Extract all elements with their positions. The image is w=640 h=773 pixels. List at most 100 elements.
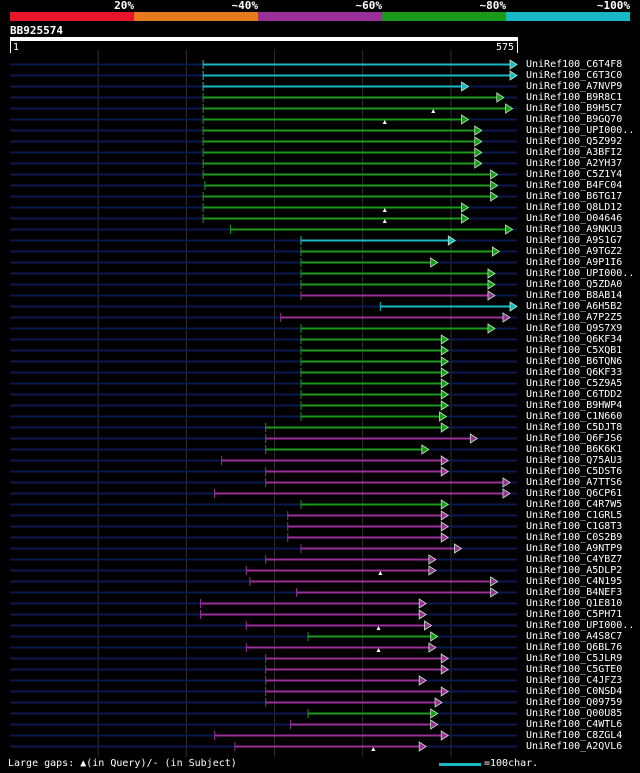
hit-label[interactable]: UniRef100_B4FC04 (526, 180, 623, 191)
hit-label[interactable]: UniRef100_C4N195 (526, 576, 623, 587)
hit-label[interactable]: UniRef100_A2QVL6 (526, 741, 623, 752)
hit-arrowhead (490, 191, 499, 202)
hit-label[interactable]: UniRef100_Q09759 (526, 697, 623, 708)
hit-label[interactable]: UniRef100_Q6KF33 (526, 367, 623, 378)
hit-label[interactable]: UniRef100_C6T4F8 (526, 59, 623, 70)
hit-label[interactable]: UniRef100_C5DJT8 (526, 422, 623, 433)
hit-label[interactable]: UniRef100_B6TG17 (526, 191, 623, 202)
query-gap-marker (376, 648, 381, 652)
hit-arrowhead (440, 664, 449, 675)
hit-arrowhead (461, 213, 470, 224)
hit-arrowhead (430, 257, 439, 268)
hit-label[interactable]: UniRef100_Q8LD12 (526, 202, 623, 213)
hit-arrowhead (505, 103, 514, 114)
hit-label[interactable]: UniRef100_B6TQN6 (526, 356, 623, 367)
ruler-end-tick (517, 41, 518, 53)
hit-arrowhead (428, 554, 437, 565)
hit-arrowhead (490, 576, 499, 587)
hit-label[interactable]: UniRef100_C4YBZ7 (526, 554, 623, 565)
hit-label[interactable]: UniRef100_C4R7W5 (526, 499, 623, 510)
hit-arrowhead (461, 114, 470, 125)
query-gap-marker (371, 747, 376, 751)
hit-label[interactable]: UniRef100_C5JLR9 (526, 653, 623, 664)
hit-label[interactable]: UniRef100_O04646 (526, 213, 623, 224)
hit-label[interactable]: UniRef100_A5DLP2 (526, 565, 623, 576)
hit-arrowhead (424, 620, 433, 631)
hit-label[interactable]: UniRef100_B4NEF3 (526, 587, 623, 598)
hit-label[interactable]: UniRef100_UPI000.. (526, 268, 635, 279)
hit-label[interactable]: UniRef100_B9GQ70 (526, 114, 623, 125)
hit-label[interactable]: UniRef100_B9HWP4 (526, 400, 623, 411)
hit-label[interactable]: UniRef100_C5DST6 (526, 466, 623, 477)
hit-label[interactable]: UniRef100_C5GTE0 (526, 664, 623, 675)
hit-label[interactable]: UniRef100_Q6BL76 (526, 642, 623, 653)
hit-label[interactable]: UniRef100_Q6CP61 (526, 488, 623, 499)
hit-label[interactable]: UniRef100_Q75AU3 (526, 455, 623, 466)
hit-label[interactable]: UniRef100_A4S8C7 (526, 631, 623, 642)
hit-arrowhead (440, 356, 449, 367)
hit-label[interactable]: UniRef100_A7P2Z5 (526, 312, 623, 323)
hit-label[interactable]: UniRef100_Q1E810 (526, 598, 623, 609)
hit-arrowhead (428, 642, 437, 653)
hit-arrowhead (430, 719, 439, 730)
hit-arrowhead (440, 422, 449, 433)
hit-label[interactable]: UniRef100_A7TTS6 (526, 477, 623, 488)
ruler-start-tick (10, 41, 11, 53)
hit-label[interactable]: UniRef100_C5Z1Y4 (526, 169, 623, 180)
hit-label[interactable]: UniRef100_C6TDD2 (526, 389, 623, 400)
legend-segment (258, 12, 382, 21)
hit-label[interactable]: UniRef100_C4JFZ3 (526, 675, 623, 686)
hit-label[interactable]: UniRef100_Q6KF34 (526, 334, 623, 345)
hit-label[interactable]: UniRef100_C5PH71 (526, 609, 623, 620)
ruler-end-label: 575 (496, 42, 515, 53)
hit-label[interactable]: UniRef100_A9NTP9 (526, 543, 623, 554)
hit-arrowhead (430, 631, 439, 642)
hit-label[interactable]: UniRef100_C6T3C0 (526, 70, 623, 81)
hit-label[interactable]: UniRef100_C0NSD4 (526, 686, 623, 697)
hit-label[interactable]: UniRef100_C8ZGL4 (526, 730, 623, 741)
hit-arrowhead (474, 147, 483, 158)
hit-label[interactable]: UniRef100_Q9S7X9 (526, 323, 623, 334)
hit-label[interactable]: UniRef100_B9R8C1 (526, 92, 623, 103)
hit-label[interactable]: UniRef100_C1G8T3 (526, 521, 623, 532)
hit-arrowhead (440, 510, 449, 521)
hit-label[interactable]: UniRef100_Q5Z992 (526, 136, 623, 147)
hit-label[interactable]: UniRef100_Q6FJS6 (526, 433, 623, 444)
hit-label[interactable]: UniRef100_A9S1G7 (526, 235, 623, 246)
hit-label[interactable]: UniRef100_C5Z9A5 (526, 378, 623, 389)
hit-label[interactable]: UniRef100_C1GRL5 (526, 510, 623, 521)
legend-percent-label: ~80% (479, 0, 507, 12)
hit-label[interactable]: UniRef100_UPI000.. (526, 125, 635, 136)
hit-label[interactable]: UniRef100_A9NKU3 (526, 224, 623, 235)
hit-label[interactable]: UniRef100_UPI000.. (526, 620, 635, 631)
hit-arrowhead (487, 279, 496, 290)
hit-arrowhead (418, 675, 427, 686)
hit-arrowhead (496, 92, 505, 103)
query-gap-marker (382, 219, 387, 223)
hit-arrowhead (469, 433, 479, 444)
hit-label[interactable]: UniRef100_Q5ZDA0 (526, 279, 623, 290)
hit-label[interactable]: UniRef100_A3BFI2 (526, 147, 623, 158)
hit-arrowhead (440, 378, 449, 389)
hit-label[interactable]: UniRef100_C5XQB1 (526, 345, 623, 356)
hit-label[interactable]: UniRef100_A2YH37 (526, 158, 623, 169)
hit-label[interactable]: UniRef100_B6K6K1 (526, 444, 623, 455)
legend-segment (10, 12, 134, 21)
hit-label[interactable]: UniRef100_B8AB14 (526, 290, 623, 301)
hit-arrowhead (440, 521, 449, 532)
hit-label[interactable]: UniRef100_C4WTL6 (526, 719, 623, 730)
hit-label[interactable]: UniRef100_A7NVP9 (526, 81, 623, 92)
hit-label[interactable]: UniRef100_Q00U85 (526, 708, 623, 719)
scale-bar (439, 763, 481, 766)
gap-legend-text: Large gaps: ▲(in Query)/- (in Subject) (8, 758, 237, 769)
hit-label[interactable]: UniRef100_C0S2B9 (526, 532, 623, 543)
hit-arrowhead (491, 246, 501, 257)
hit-label[interactable]: UniRef100_C1N660 (526, 411, 623, 422)
hit-label[interactable]: UniRef100_A9P1I6 (526, 257, 623, 268)
hit-label[interactable]: UniRef100_A6H5B2 (526, 301, 623, 312)
hit-arrowhead (490, 587, 499, 598)
hit-label[interactable]: UniRef100_B9H5C7 (526, 103, 623, 114)
hit-arrowhead (509, 70, 518, 81)
legend-percent-label: ~60% (355, 0, 383, 12)
hit-label[interactable]: UniRef100_A9TGZ2 (526, 246, 623, 257)
